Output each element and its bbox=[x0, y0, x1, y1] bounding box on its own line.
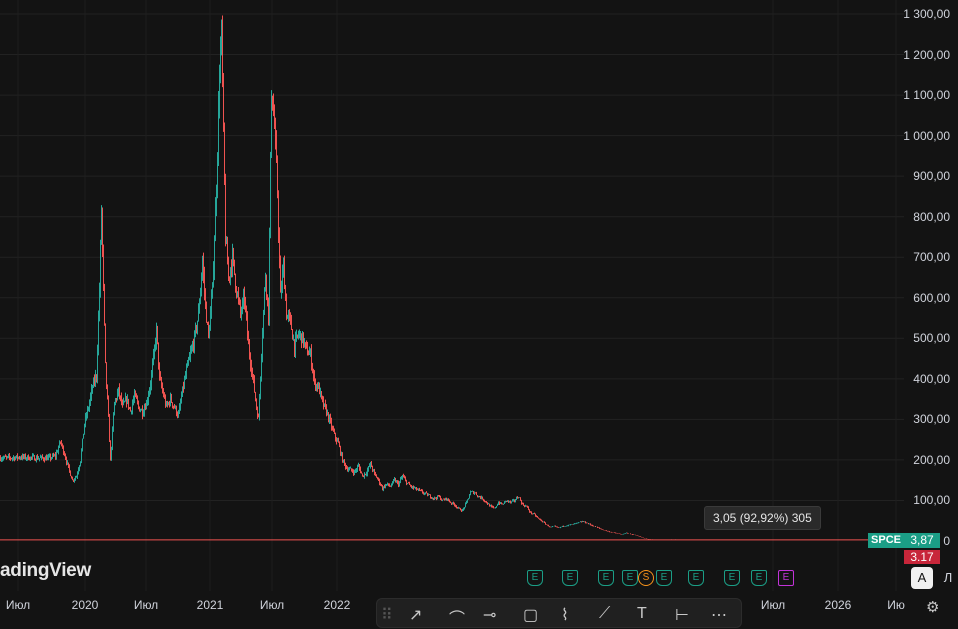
earnings-event-icon[interactable]: E bbox=[598, 570, 614, 586]
text-cross-icon[interactable]: T bbox=[637, 605, 647, 622]
y-tick-label: 1 200,00 bbox=[903, 47, 950, 62]
y-tick-label: 1 000,00 bbox=[903, 128, 950, 143]
measure-readout: 3,05 (92,92%) 305 bbox=[704, 506, 821, 530]
y-tick-label: 1 100,00 bbox=[903, 88, 950, 103]
log-scale-button[interactable]: Л bbox=[943, 570, 953, 585]
tradingview-logo: adingView bbox=[0, 560, 91, 581]
x-tick-label: Ию bbox=[887, 598, 905, 612]
grid bbox=[0, 0, 904, 591]
line-icon[interactable]: ⟋ bbox=[599, 605, 611, 622]
x-tick-label: 2022 bbox=[323, 598, 351, 612]
candle-series bbox=[0, 15, 761, 540]
path-icon[interactable]: ⌇ bbox=[561, 607, 569, 624]
arrow-icon[interactable]: ↗ bbox=[409, 607, 423, 624]
y-tick-label: 900,00 bbox=[913, 169, 950, 184]
y-tick-label: 800,00 bbox=[913, 209, 950, 224]
y-tick-label: 500,00 bbox=[913, 331, 950, 346]
x-tick-label: Июл bbox=[5, 598, 31, 612]
y-tick-label: 100,00 bbox=[913, 493, 950, 508]
x-tick-label: 2020 bbox=[71, 598, 99, 612]
measure-icon[interactable]: ⊢ bbox=[675, 607, 689, 624]
gear-icon[interactable]: ⚙ bbox=[926, 599, 940, 616]
earnings-event-icon[interactable]: E bbox=[778, 570, 794, 586]
drag-handle-icon[interactable]: ⠿ bbox=[381, 607, 393, 624]
y-tick-label: 1 300,00 bbox=[903, 7, 950, 21]
projection-icon[interactable]: ⋯ bbox=[711, 607, 727, 624]
symbol-tag: SPCE bbox=[868, 533, 904, 548]
earnings-event-icon[interactable]: E bbox=[622, 570, 638, 586]
secondary-price-tag: 3.17 bbox=[904, 550, 940, 564]
earnings-event-icon[interactable]: E bbox=[527, 570, 543, 586]
earnings-event-icon[interactable]: E bbox=[562, 570, 578, 586]
y-tick-label: 200,00 bbox=[913, 452, 950, 467]
earnings-event-icon[interactable]: E bbox=[688, 570, 704, 586]
y-tick-label: 300,00 bbox=[913, 412, 950, 427]
y-tick-label: 0 bbox=[943, 534, 950, 548]
rectangle-icon[interactable]: ▢ bbox=[523, 607, 539, 624]
drawing-toolbar[interactable]: ⠿ ↗ ⌒ ⊸ ▢ ⌇ ⟋ T ⊢ ⋯ bbox=[376, 598, 742, 628]
y-tick-label: 700,00 bbox=[913, 250, 950, 265]
last-price-tag: 3,87 bbox=[904, 533, 940, 548]
earnings-event-icon[interactable]: E bbox=[751, 570, 767, 586]
earnings-event-icon[interactable]: E bbox=[656, 570, 672, 586]
earnings-event-icon[interactable]: E bbox=[724, 570, 740, 586]
trend-angle-icon[interactable]: ⌒ bbox=[449, 611, 466, 628]
y-tick-label: 400,00 bbox=[913, 371, 950, 386]
y-tick-label: 600,00 bbox=[913, 290, 950, 305]
x-tick-label: Июл bbox=[133, 598, 159, 612]
x-tick-label: Июл bbox=[259, 598, 285, 612]
auto-scale-button[interactable]: A bbox=[911, 567, 933, 589]
x-tick-label: 2021 bbox=[196, 598, 224, 612]
horizontal-ray-icon[interactable]: ⊸ bbox=[483, 607, 497, 624]
split-event-icon[interactable]: S bbox=[638, 570, 654, 586]
x-tick-label: Июл bbox=[760, 598, 786, 612]
x-tick-label: 2026 bbox=[824, 598, 852, 612]
